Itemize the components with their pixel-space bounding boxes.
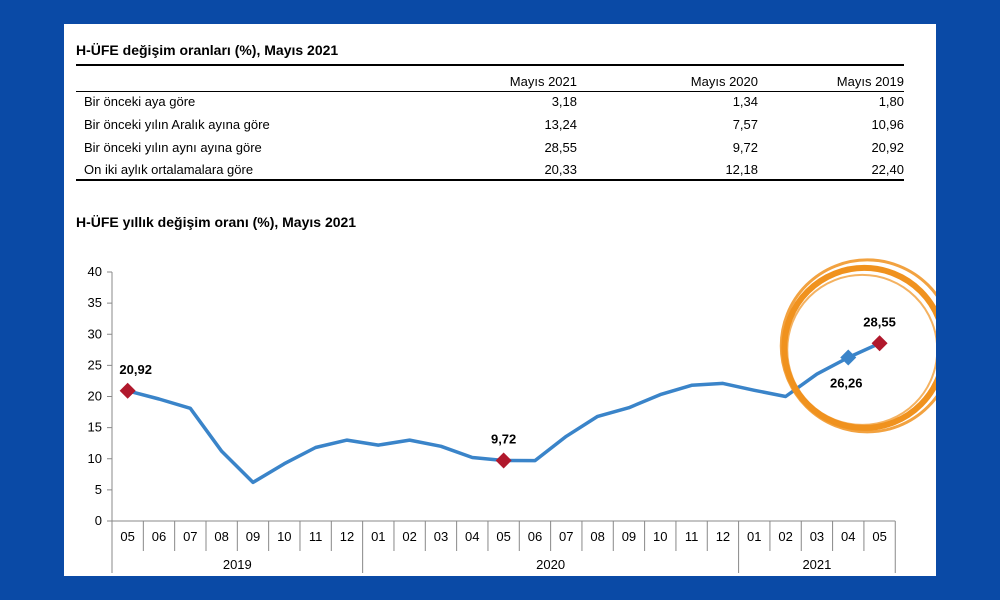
x-tick-label: 11 bbox=[309, 529, 323, 544]
data-point-marker bbox=[119, 382, 136, 399]
col-header-may-2021: Mayıs 2021 bbox=[509, 74, 577, 89]
x-tick-label: 06 bbox=[152, 529, 166, 544]
table-header-rule bbox=[76, 91, 904, 92]
x-tick-label: 01 bbox=[371, 529, 385, 544]
cell-value: 1,34 bbox=[732, 94, 758, 109]
highlight-ring-inner bbox=[786, 273, 936, 426]
x-tick-label: 02 bbox=[402, 529, 416, 544]
x-tick-label: 08 bbox=[590, 529, 604, 544]
cell-value: 22,40 bbox=[871, 162, 904, 177]
col-header-may-2020: Mayıs 2020 bbox=[690, 74, 758, 89]
y-tick-label: 40 bbox=[88, 264, 102, 279]
table-title: H-ÜFE değişim oranları (%), Mayıs 2021 bbox=[76, 42, 339, 58]
x-tick-label: 11 bbox=[685, 529, 699, 544]
x-tick-label: 04 bbox=[841, 529, 855, 544]
x-tick-label: 12 bbox=[716, 529, 730, 544]
data-label: 20,92 bbox=[119, 362, 152, 377]
cell-value: 12,18 bbox=[725, 162, 758, 177]
data-point-marker bbox=[495, 452, 512, 469]
y-tick-label: 10 bbox=[88, 451, 102, 466]
data-label: 26,26 bbox=[830, 376, 863, 391]
cell-value: 28,55 bbox=[544, 140, 577, 155]
x-tick-label: 05 bbox=[872, 529, 886, 544]
highlight-ring-outer bbox=[779, 258, 936, 434]
x-tick-label: 10 bbox=[653, 529, 667, 544]
table-bottom-rule bbox=[76, 179, 904, 181]
chart-title: H-ÜFE yıllık değişim oranı (%), Mayıs 20… bbox=[76, 214, 357, 230]
table-row: On iki aylık ortalamalara göre 20,33 12,… bbox=[76, 162, 904, 182]
x-tick-label: 08 bbox=[214, 529, 228, 544]
cell-value: 7,57 bbox=[732, 117, 758, 132]
x-tick-label: 05 bbox=[120, 529, 134, 544]
y-tick-label: 15 bbox=[88, 420, 102, 435]
y-tick-label: 25 bbox=[88, 357, 102, 372]
x-tick-label: 12 bbox=[340, 529, 354, 544]
cell-value: 3,18 bbox=[551, 94, 577, 109]
x-tick-label: 05 bbox=[496, 529, 510, 544]
cell-value: 20,33 bbox=[544, 162, 577, 177]
year-group-label: 2021 bbox=[802, 557, 831, 572]
table-top-rule bbox=[76, 64, 904, 66]
year-group-label: 2019 bbox=[223, 557, 252, 572]
highlight-ring bbox=[781, 264, 936, 431]
table-row: Bir önceki yılın Aralık ayına göre 13,24… bbox=[76, 117, 904, 137]
cell-value: 20,92 bbox=[871, 140, 904, 155]
x-tick-label: 03 bbox=[434, 529, 448, 544]
x-tick-label: 01 bbox=[747, 529, 761, 544]
row-label: Bir önceki aya göre bbox=[84, 94, 196, 109]
col-header-may-2019: Mayıs 2019 bbox=[836, 74, 904, 89]
table-header: Mayıs 2021 Mayıs 2020 Mayıs 2019 bbox=[76, 74, 904, 92]
x-tick-label: 02 bbox=[778, 529, 792, 544]
x-tick-label: 06 bbox=[528, 529, 542, 544]
y-tick-label: 30 bbox=[88, 326, 102, 341]
x-tick-label: 09 bbox=[622, 529, 636, 544]
y-tick-label: 5 bbox=[95, 482, 102, 497]
x-tick-label: 07 bbox=[559, 529, 573, 544]
cell-value: 10,96 bbox=[871, 117, 904, 132]
data-point-marker bbox=[871, 335, 888, 352]
x-tick-label: 10 bbox=[277, 529, 291, 544]
data-point-marker bbox=[840, 349, 857, 366]
table-row: Bir önceki aya göre 3,18 1,34 1,80 bbox=[76, 94, 904, 114]
x-tick-label: 04 bbox=[465, 529, 479, 544]
x-tick-label: 09 bbox=[246, 529, 260, 544]
y-tick-label: 0 bbox=[95, 513, 102, 528]
y-tick-label: 35 bbox=[88, 295, 102, 310]
cell-value: 1,80 bbox=[878, 94, 904, 109]
cell-value: 9,72 bbox=[732, 140, 758, 155]
data-label: 9,72 bbox=[491, 431, 516, 446]
row-label: Bir önceki yılın aynı ayına göre bbox=[84, 140, 262, 155]
x-tick-label: 03 bbox=[810, 529, 824, 544]
row-label: On iki aylık ortalamalara göre bbox=[84, 162, 254, 177]
x-tick-label: 07 bbox=[183, 529, 197, 544]
table-row: Bir önceki yılın aynı ayına göre 28,55 9… bbox=[76, 140, 904, 160]
cell-value: 13,24 bbox=[544, 117, 577, 132]
y-tick-label: 20 bbox=[88, 389, 102, 404]
data-label: 28,55 bbox=[863, 314, 896, 329]
row-label: Bir önceki yılın Aralık ayına göre bbox=[84, 117, 270, 132]
year-group-label: 2020 bbox=[536, 557, 565, 572]
report-card: H-ÜFE değişim oranları (%), Mayıs 2021 M… bbox=[64, 24, 936, 576]
